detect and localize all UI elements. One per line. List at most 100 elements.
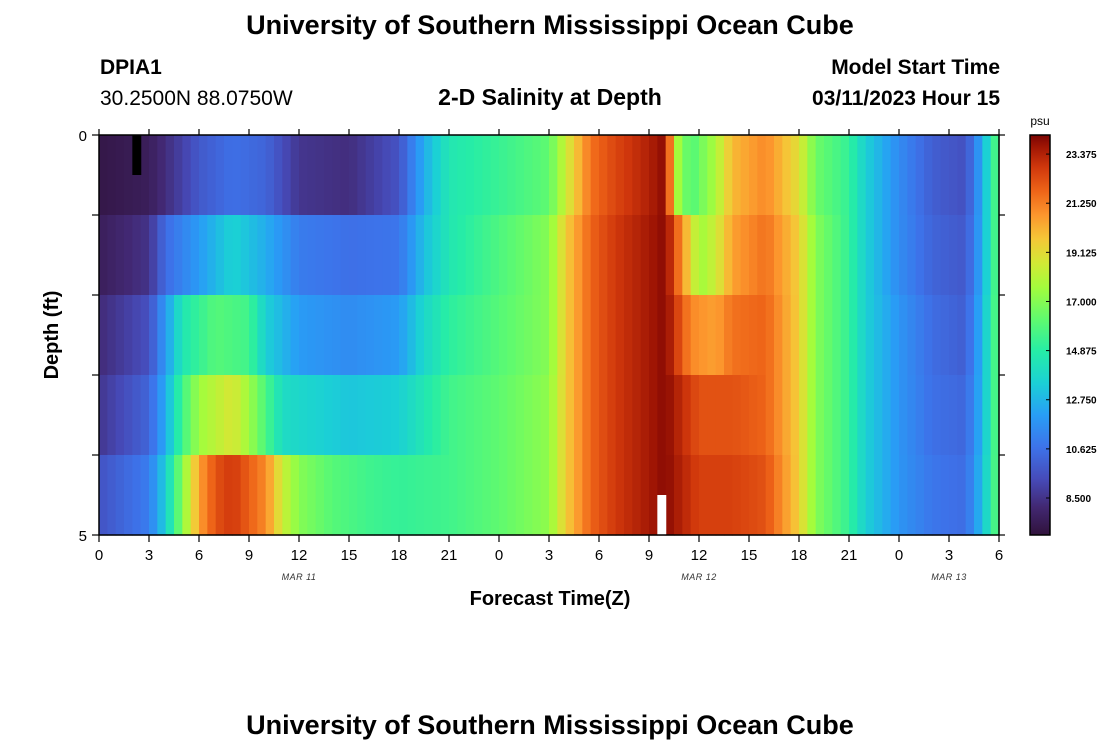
- heatmap-cell: [124, 215, 133, 296]
- heatmap-cell: [615, 295, 625, 376]
- heatmap-cell: [399, 455, 408, 536]
- heatmap-cell: [607, 455, 617, 536]
- heatmap-cell: [749, 215, 758, 296]
- heatmap-cell: [957, 455, 967, 536]
- heatmap-cell: [257, 455, 267, 536]
- heatmap-cell: [807, 215, 817, 296]
- heatmap-cell: [290, 295, 300, 376]
- heatmap-cell: [215, 455, 225, 536]
- heatmap-cell: [349, 215, 358, 296]
- heatmap-cell: [790, 375, 800, 456]
- heatmap-cell: [499, 375, 508, 456]
- heatmap-cell: [882, 135, 892, 216]
- heatmap-cell: [907, 135, 917, 216]
- heatmap-cell: [765, 135, 775, 216]
- heatmap-cell: [982, 135, 992, 216]
- heatmap-cell: [715, 455, 725, 536]
- heatmap-cell: [874, 455, 883, 536]
- heatmap-cell: [949, 135, 958, 216]
- colorbar-gradient: [1029, 134, 1051, 536]
- heatmap-cell: [624, 455, 633, 536]
- heatmap-cell: [924, 375, 933, 456]
- heatmap-cell: [382, 295, 392, 376]
- heatmap-cell: [115, 295, 125, 376]
- heatmap-cell: [307, 135, 317, 216]
- heatmap-cell: [357, 135, 367, 216]
- heatmap-cell: [132, 455, 142, 536]
- x-tick-label: 3: [945, 547, 953, 564]
- heatmap-cell: [682, 455, 692, 536]
- heatmap-cell: [732, 375, 742, 456]
- heatmap-cell: [265, 215, 275, 296]
- heatmap-cell: [982, 295, 992, 376]
- heatmap-cell: [665, 295, 675, 376]
- heatmap-cell: [482, 375, 492, 456]
- heatmap-cell: [849, 455, 858, 536]
- heatmap-cell: [832, 135, 842, 216]
- heatmap-cell: [457, 135, 467, 216]
- x-tick-label: 21: [841, 547, 858, 564]
- heatmap-cell: [174, 215, 183, 296]
- heatmap-cell: [390, 215, 400, 296]
- heatmap-cell: [674, 375, 683, 456]
- colorbar-tick-label: 12.750: [1066, 396, 1097, 407]
- heatmap-cell: [140, 215, 150, 296]
- heatmap-cell: [290, 455, 300, 536]
- heatmap-cell: [415, 375, 425, 456]
- heatmap-cell: [649, 135, 658, 216]
- heatmap-cell: [899, 455, 908, 536]
- heatmap-cell: [782, 295, 792, 376]
- heatmap-cell: [407, 455, 417, 536]
- heatmap-cell: [815, 375, 825, 456]
- heatmap-cell: [799, 215, 808, 296]
- heatmap-cell: [140, 375, 150, 456]
- heatmap-cell: [574, 375, 583, 456]
- heatmap-cell: [482, 295, 492, 376]
- heatmap-cell: [149, 455, 158, 536]
- heatmap-cell: [649, 295, 658, 376]
- heatmap-cell: [190, 455, 200, 536]
- heatmap-cell: [924, 455, 933, 536]
- station-id: DPIA1: [100, 56, 162, 79]
- heatmap-cell: [249, 375, 258, 456]
- heatmap-cell: [657, 215, 667, 296]
- heatmap-cell: [115, 135, 125, 216]
- heatmap-cell: [232, 215, 242, 296]
- heatmap-cell: [407, 375, 417, 456]
- heatmap-cell: [374, 215, 383, 296]
- y-tick-label: 0: [79, 128, 87, 145]
- heatmap-cell: [899, 135, 908, 216]
- heatmap-cell: [824, 455, 833, 536]
- heatmap-cell: [707, 135, 717, 216]
- heatmap-cell: [832, 455, 842, 536]
- model-start-label: Model Start Time: [831, 56, 1000, 79]
- heatmap-cell: [524, 295, 533, 376]
- heatmap-cell: [774, 215, 783, 296]
- heatmap-cell: [699, 295, 708, 376]
- heatmap-cell: [990, 295, 1000, 376]
- heatmap-cell: [882, 455, 892, 536]
- heatmap-cell: [607, 375, 617, 456]
- heatmap-cell: [940, 455, 950, 536]
- heatmap-cell: [982, 455, 992, 536]
- heatmap-cell: [99, 455, 108, 536]
- heatmap-cell: [482, 215, 492, 296]
- heatmap-cell: [940, 215, 950, 296]
- heatmap-cell: [632, 375, 642, 456]
- heatmap-cell: [232, 295, 242, 376]
- heatmap-cell: [649, 375, 658, 456]
- heatmap-cell: [324, 215, 333, 296]
- heatmap-cell: [790, 295, 800, 376]
- heatmap-cell: [882, 295, 892, 376]
- x-tick-label: 12: [291, 547, 308, 564]
- heatmap-cell: [965, 215, 975, 296]
- heatmap-cell: [807, 135, 817, 216]
- heatmap-cell: [824, 295, 833, 376]
- heatmap-cell: [707, 215, 717, 296]
- heatmap-cell: [824, 135, 833, 216]
- heatmap-cell: [382, 135, 392, 216]
- heatmap-cell: [957, 215, 967, 296]
- heatmap-cell: [649, 215, 658, 296]
- heatmap-cell: [965, 295, 975, 376]
- heatmap-cell: [240, 455, 250, 536]
